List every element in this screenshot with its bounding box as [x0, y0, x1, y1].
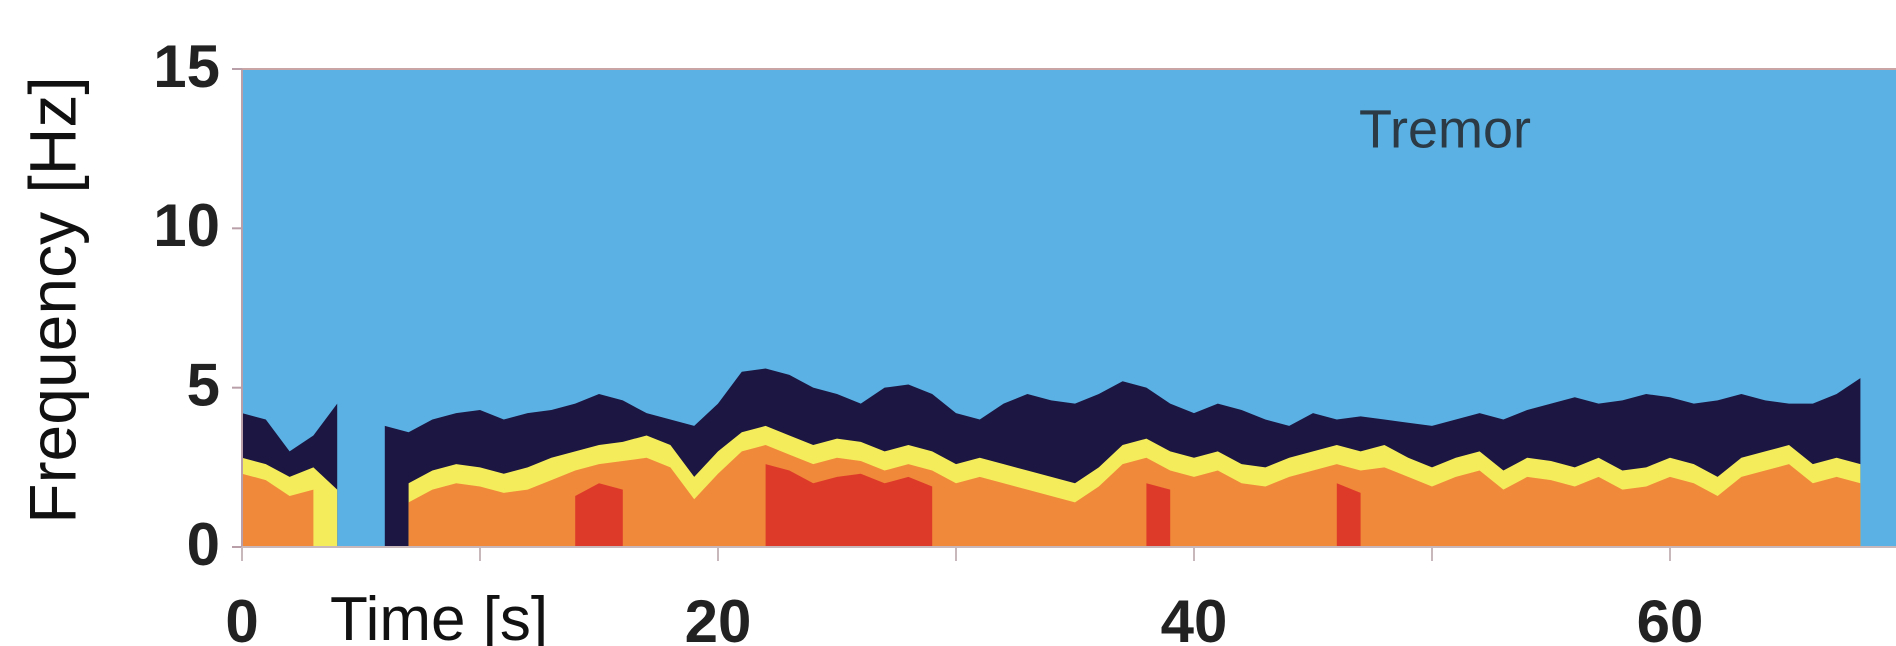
x-tick-label: 60 [1637, 588, 1704, 646]
x-tick-label: 40 [1161, 588, 1228, 646]
y-tick-label: 15 [153, 33, 220, 100]
x-axis-label: Time [s] [330, 585, 548, 646]
chart: Tremor Frequency [Hz] Time [s] 0 5 10 15 0 20… [0, 0, 1896, 646]
y-tick-label: 5 [187, 352, 220, 419]
annotation: Tremor [1359, 99, 1531, 159]
x-tick-label: 20 [685, 588, 752, 646]
y-axis-label: Frequency [Hz] [15, 76, 89, 524]
x-tick-label: 0 [225, 588, 258, 646]
y-tick-label: 10 [153, 192, 220, 259]
y-tick-label: 0 [187, 511, 220, 578]
